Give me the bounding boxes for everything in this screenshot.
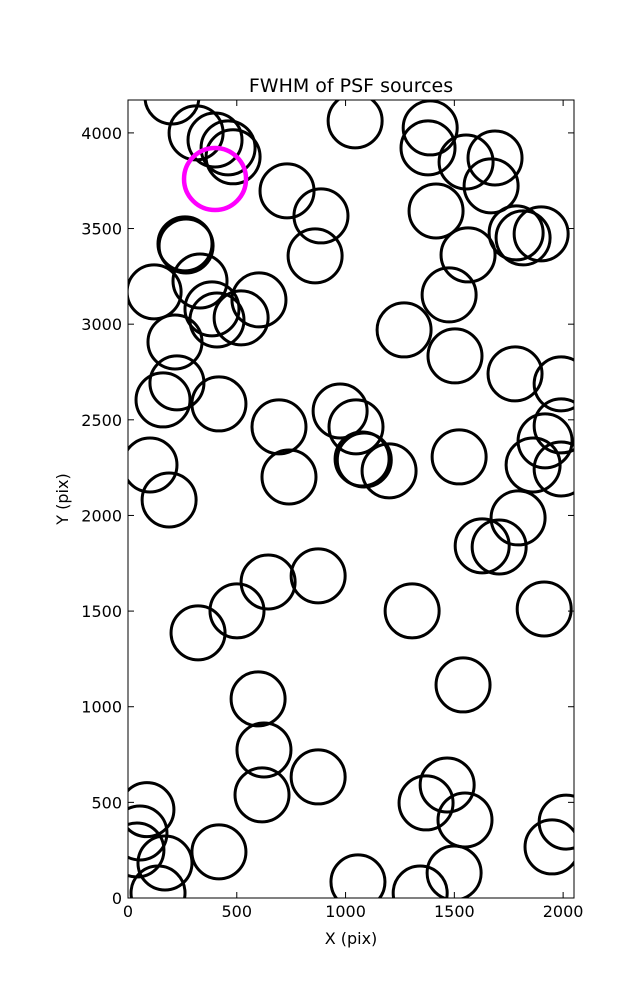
source-circle <box>494 209 552 267</box>
source-circle <box>143 100 201 126</box>
source-circle <box>360 442 418 500</box>
source-circle <box>470 518 528 576</box>
source-circle <box>156 215 214 273</box>
source-circle <box>329 853 387 898</box>
source-circle <box>190 823 248 881</box>
source-circle <box>233 766 291 824</box>
source-circle <box>260 448 318 506</box>
y-axis-label: Y (pix) <box>53 473 72 525</box>
source-circle <box>229 670 287 728</box>
source-circle <box>523 818 574 876</box>
source-circle <box>399 119 457 177</box>
source-circle <box>311 382 369 440</box>
y-tick-label: 2500 <box>81 411 122 430</box>
y-tick-label: 0 <box>112 889 122 908</box>
source-circle <box>434 656 492 714</box>
source-circle <box>169 604 227 662</box>
source-circle <box>208 582 266 640</box>
source-circle <box>512 205 570 263</box>
source-circle <box>128 804 169 862</box>
source-circle <box>487 204 545 262</box>
source-circle <box>532 355 574 413</box>
x-tick-label: 1000 <box>325 902 366 921</box>
chart-title: FWHM of PSF sources <box>249 75 453 97</box>
y-tick-label: 3000 <box>81 315 122 334</box>
source-circle <box>286 227 344 285</box>
y-tick-label: 1000 <box>81 698 122 717</box>
x-axis-label: X (pix) <box>325 929 378 948</box>
y-tick-label: 500 <box>91 793 122 812</box>
source-circle <box>129 864 187 898</box>
source-circle <box>148 354 206 412</box>
source-circle <box>292 187 350 245</box>
axes-frame <box>127 99 575 899</box>
y-tick-label: 4000 <box>81 124 122 143</box>
source-circle <box>199 119 257 177</box>
source-circle <box>289 547 347 605</box>
source-circle <box>250 398 308 456</box>
y-tick-label: 1500 <box>81 602 122 621</box>
source-circle <box>466 129 524 187</box>
source-circle <box>327 398 385 456</box>
source-circle <box>289 748 347 806</box>
source-circle <box>439 226 497 284</box>
source-circle <box>140 471 198 529</box>
source-circle <box>437 133 495 191</box>
source-circle <box>258 162 316 220</box>
source-circle <box>128 821 166 879</box>
source-circle <box>190 375 248 433</box>
source-circle <box>420 266 478 324</box>
source-circle <box>391 864 449 898</box>
source-circle <box>204 128 262 186</box>
source-circle <box>407 182 465 240</box>
source-circle <box>171 252 229 310</box>
source-circle <box>486 345 544 403</box>
source-circle <box>425 844 483 898</box>
source-circle <box>504 436 562 494</box>
source-circle <box>401 100 459 157</box>
source-circle <box>335 431 393 489</box>
source-circle <box>326 100 384 150</box>
x-tick-label: 1500 <box>434 902 475 921</box>
source-circle <box>146 313 204 371</box>
source-circle <box>383 582 441 640</box>
source-circle <box>430 428 488 486</box>
source-circle <box>375 301 433 359</box>
y-tick-label: 2000 <box>81 506 122 525</box>
source-circle <box>453 517 511 575</box>
source-circle <box>426 327 484 385</box>
source-circle <box>418 756 476 814</box>
source-circle <box>489 489 547 547</box>
source-circle <box>134 371 192 429</box>
source-circle <box>397 774 455 832</box>
plot-area <box>128 100 574 898</box>
source-circle <box>128 781 176 839</box>
source-circle <box>136 834 194 892</box>
source-circle <box>462 157 520 215</box>
source-circle <box>128 436 179 494</box>
source-circle <box>532 440 574 498</box>
source-circle <box>235 721 293 779</box>
y-tick-label: 3500 <box>81 220 122 239</box>
x-tick-label: 2000 <box>543 902 584 921</box>
source-circle <box>212 289 270 347</box>
source-circle <box>186 111 244 169</box>
highlight-circle <box>181 145 249 213</box>
source-circle <box>537 793 574 851</box>
source-circle <box>183 280 241 338</box>
source-circle <box>515 580 573 638</box>
source-circle <box>128 263 183 321</box>
source-circle <box>532 397 574 455</box>
x-tick-label: 0 <box>123 902 133 921</box>
source-circle <box>239 553 297 611</box>
x-tick-label: 500 <box>222 902 253 921</box>
source-circle <box>230 271 288 329</box>
